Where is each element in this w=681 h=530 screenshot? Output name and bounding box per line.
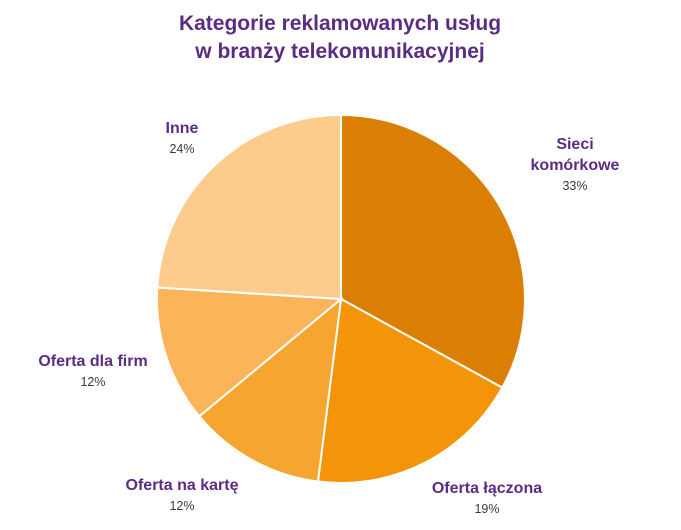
slice-label-1-line-0: Oferta łączona — [432, 480, 542, 497]
slice-label-4-line-0: Inne — [166, 120, 199, 137]
slice-label-3-line-0: Oferta dla firm — [38, 353, 147, 370]
slice-label-0-line-1: komórkowe — [531, 157, 620, 174]
pie-slice-3 — [155, 286, 344, 418]
pie-slice-0 — [340, 113, 526, 389]
slice-percent-1: 19% — [474, 502, 499, 516]
pie-slices — [155, 113, 526, 484]
slice-label-2-line-0: Oferta na kartę — [126, 477, 239, 494]
slice-percent-4: 24% — [169, 142, 194, 156]
chart-title-line-2: w branży telekomunikacyjnej — [194, 40, 484, 63]
slice-percent-2: 12% — [169, 499, 194, 513]
slice-label-0-line-0: Sieci — [556, 136, 593, 153]
slice-labels: Sieci komórkowe 33% Oferta łączona 19% Oferta… — [38, 120, 619, 516]
slice-percent-0: 33% — [562, 179, 587, 193]
slice-percent-3: 12% — [80, 375, 105, 389]
pie-slice-1 — [316, 297, 504, 484]
chart-title-line-1: Kategorie reklamowanych usług — [179, 12, 501, 35]
pie-slice-4 — [156, 113, 342, 301]
pie-slice-2 — [197, 296, 343, 483]
